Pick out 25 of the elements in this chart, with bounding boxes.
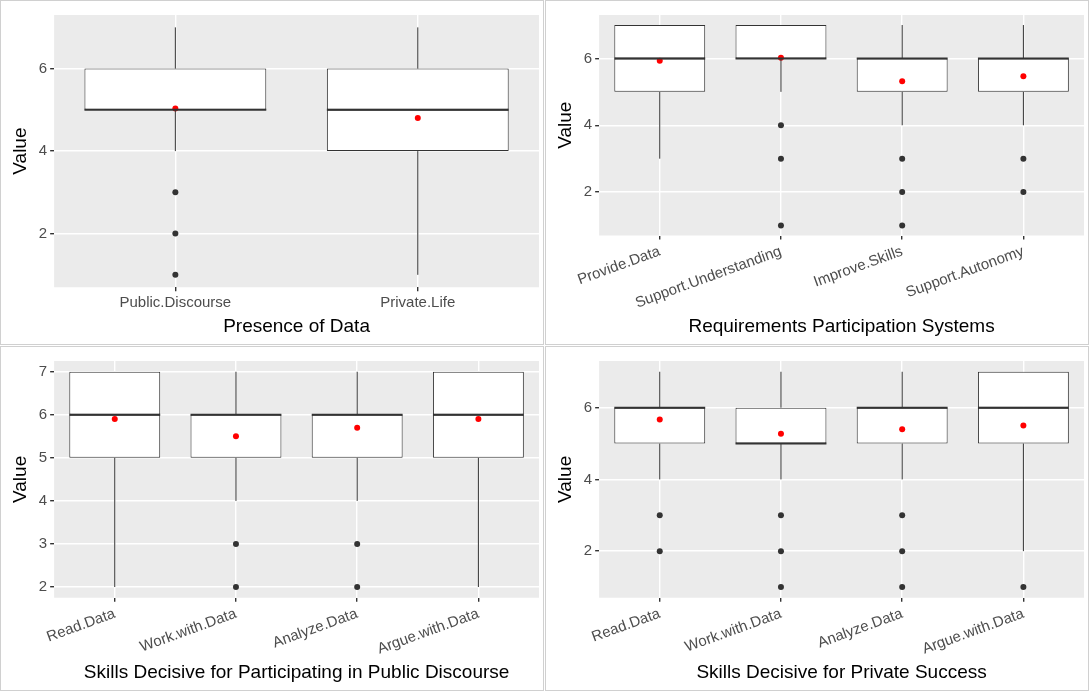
y-tick-label: 4 — [583, 469, 593, 487]
y-tick-label: 2 — [583, 182, 593, 200]
y-axis-title: Value — [8, 455, 30, 503]
y-tick-label: 6 — [583, 48, 593, 66]
x-tick-label: Public.Discourse — [119, 293, 232, 311]
y-tick-label: 6 — [38, 404, 48, 422]
y-tick-label: 6 — [583, 397, 593, 415]
y-tick-label: 2 — [38, 577, 48, 595]
y-tick-label: 2 — [583, 541, 593, 559]
y-tick-label: 4 — [583, 115, 593, 133]
y-tick-label: 4 — [38, 141, 48, 159]
y-tick-label: 2 — [38, 223, 48, 241]
y-tick-label: 3 — [38, 534, 48, 552]
x-axis-title: Skills Decisive for Private Success — [696, 660, 987, 682]
x-axis-title: Skills Decisive for Participating in Public Discourse — [83, 660, 510, 682]
x-tick-label: Private.Life — [380, 293, 456, 311]
y-axis-title: Value — [553, 101, 575, 149]
x-axis-title: Requirements Participation Systems — [688, 314, 995, 336]
y-tick-label: 5 — [38, 448, 48, 466]
y-axis-title: Value — [553, 455, 575, 503]
y-axis-title: Value — [8, 127, 30, 175]
y-tick-label: 7 — [38, 361, 48, 379]
y-tick-label: 6 — [38, 58, 48, 76]
y-tick-label: 4 — [38, 491, 48, 509]
x-axis-title: Presence of Data — [223, 314, 371, 336]
